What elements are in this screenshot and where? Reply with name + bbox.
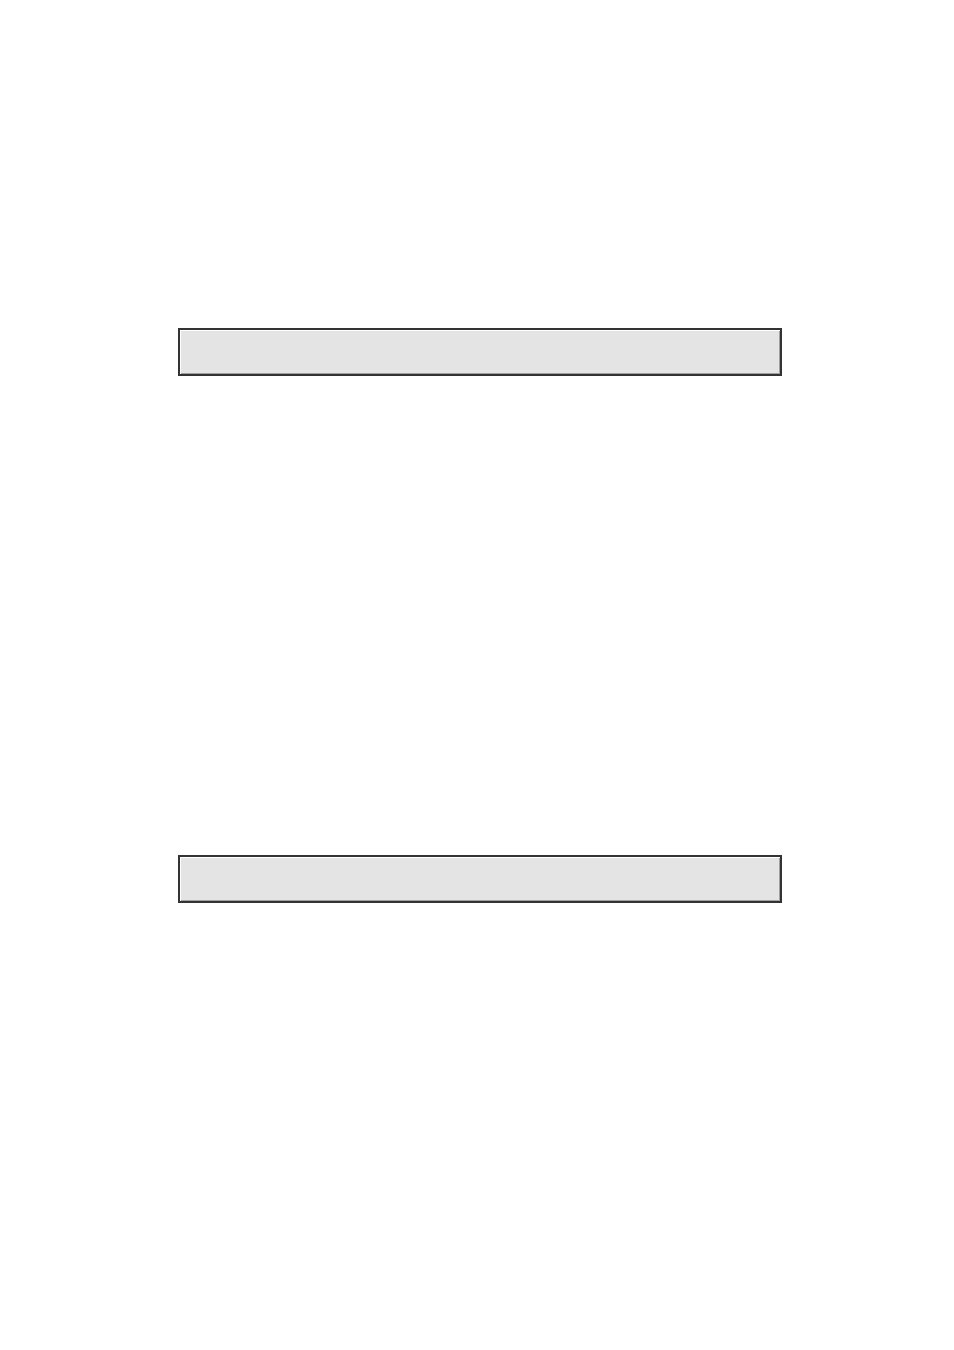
bottom-panel xyxy=(178,855,782,903)
page xyxy=(0,0,954,1350)
top-panel xyxy=(178,328,782,376)
